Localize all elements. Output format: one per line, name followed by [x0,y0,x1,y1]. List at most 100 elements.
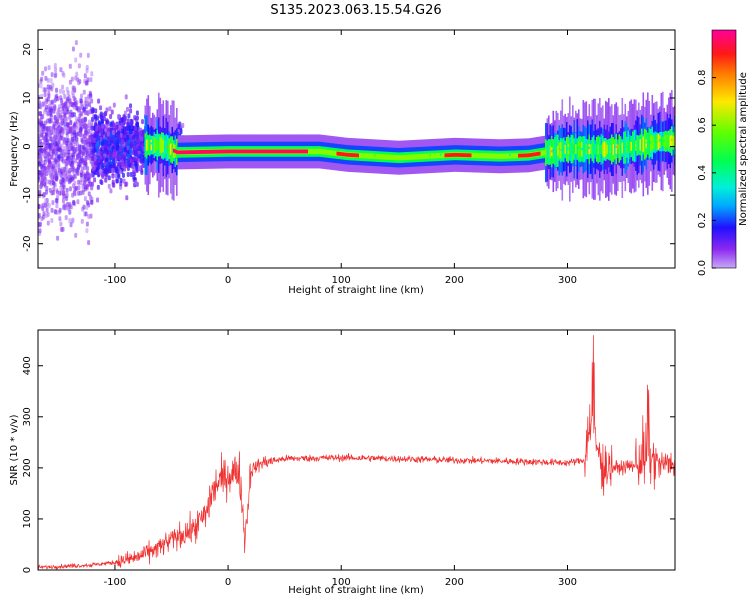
spectrogram-cell [50,218,54,224]
x-tick-label: 0 [225,275,231,286]
spectrogram-cell [384,154,387,160]
spectrogram-cell [546,147,549,158]
spectrogram-cell [269,149,271,154]
spectrogram-cell [230,149,232,154]
spectrogram-cell [74,158,78,164]
spectrogram-cell [54,176,58,182]
spectrogram-cell [492,153,495,159]
spectrogram-cell [263,149,265,154]
spectrogram-cell [51,180,55,186]
spectrogram-cell [74,57,78,63]
spectrogram-cell [48,179,52,185]
spectrogram-cell [90,71,94,77]
spectrogram-cell [96,167,100,173]
spectrogram-cell [42,87,46,93]
spectrogram-cell [564,144,567,155]
spectrogram-cell [497,153,499,159]
spectrogram-cell [642,136,645,153]
spectrogram-cell [350,153,352,157]
spectrogram-cell [99,137,103,143]
spectrogram-cell [438,152,441,159]
spectrogram-cell [330,150,333,156]
spectrogram-cell [332,150,334,156]
spectrogram-cell [267,149,270,154]
spectrogram-cell [55,93,59,99]
spectrogram-cell [62,190,66,196]
spectrogram-cell [405,154,408,161]
spectrogram-cell [474,152,477,159]
spectrogram-cell [324,149,327,155]
spectrogram-cell [118,124,122,130]
spectrogram-cell [112,182,116,188]
spectrogram-cell [561,148,564,151]
spectrogram-cell [294,149,297,154]
spectrogram-cell [600,144,603,154]
spectrogram-cell [75,105,79,111]
spectrogram-cell [105,123,109,129]
spectrogram-cell [114,158,118,164]
spectrogram-cell [635,144,637,147]
spectrogram-cell [630,141,633,151]
spectrogram-cell [53,134,57,140]
spectrogram-cell [44,203,48,209]
spectrogram-cell [71,136,75,142]
colorbar-tick-label: 0.2 [697,212,708,228]
spectrogram-cell [54,150,58,156]
spectrogram-cell [111,153,115,159]
spectrogram-cell [76,199,80,205]
spectrogram-cell [516,153,519,159]
spectrogram-cell [194,150,196,155]
spectrogram-cell [71,90,75,96]
spectrogram-cell [86,172,90,178]
spectrogram-cell [124,130,128,136]
spectrogram-cell [73,147,77,153]
spectrogram-cell [369,153,372,159]
x-tick-label: 300 [558,577,577,588]
spectrogram-cell [58,128,62,134]
spectrogram-cell [70,76,74,82]
spectrogram-cell [67,103,71,109]
spectrogram-cell [61,84,65,90]
spectrogram-cell [90,138,94,144]
spectrogram-cell [443,152,445,159]
spectrogram-cell [66,156,70,162]
spectrogram-cell [636,141,639,150]
spectrogram-cell [588,144,591,155]
spectrogram-cell [41,177,45,183]
spectrogram-cell [79,52,83,58]
spectrogram-cell [465,153,468,158]
spectrogram-cell [279,149,282,154]
spectrogram-cell [81,189,85,195]
spectrogram-cell [43,139,47,145]
spectrogram-cell [395,154,397,161]
spectrogram-cell [60,103,64,109]
spectrogram-axes-frame [37,29,676,269]
spectrogram-cell [63,121,67,127]
spectrogram-cell [482,153,484,159]
spectrogram-cell [248,149,250,154]
spectrogram-cell [593,147,595,150]
colorbar-tick-label: 0.4 [697,165,708,181]
spectrogram-cell [114,173,118,179]
spectrogram-cell [126,171,130,177]
spectrogram-cell [303,149,306,154]
spectrogram-cell [504,153,507,159]
spectrogram-cell [94,108,98,114]
spectrogram-cell [158,140,160,150]
spectrogram-cell [80,93,84,99]
spectrogram-cell [68,114,72,120]
spectrogram-cell [180,150,183,155]
spectrogram-cell [90,161,94,167]
spectrogram-cell [87,177,91,183]
spectrogram-cell [68,128,72,134]
spectrogram-cell [167,145,169,148]
spectrogram-cell [623,140,625,155]
spectrogram-cell [45,110,49,116]
spectrogram-cell [43,159,47,165]
spectrogram-cell [87,122,91,128]
spectrogram-cell [101,167,105,173]
spectrogram-cell [441,152,444,159]
spectrogram-cell [381,154,384,160]
spectrogram-cell [38,204,41,210]
spectrogram-cell [366,153,369,159]
